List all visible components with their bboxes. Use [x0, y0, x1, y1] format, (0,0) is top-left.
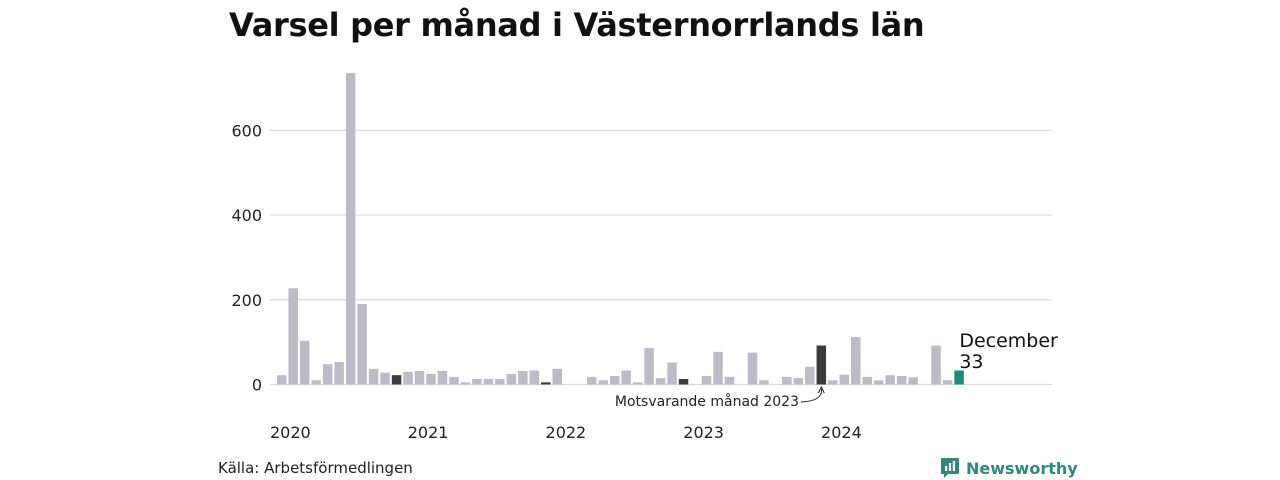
- bar: [403, 371, 413, 385]
- current-month-label: December: [959, 330, 1058, 352]
- bar: [598, 380, 608, 385]
- x-tick-label: 2020: [270, 423, 311, 442]
- bar: [311, 380, 321, 385]
- bar: [942, 380, 953, 385]
- bar: [322, 364, 333, 385]
- bar: [632, 382, 643, 385]
- bar: [334, 362, 344, 385]
- bar: [724, 376, 735, 385]
- bars: [277, 73, 964, 385]
- bar: [873, 380, 884, 385]
- brand: Newsworthy: [940, 457, 1078, 479]
- bar: [437, 370, 448, 385]
- bar: [414, 370, 425, 385]
- y-tick-label: 400: [231, 206, 262, 225]
- bar: [426, 373, 436, 385]
- bar: [483, 378, 494, 385]
- bar: [299, 340, 310, 385]
- bar-same-month: [391, 375, 402, 385]
- bar: [667, 362, 677, 385]
- x-tick-label: 2021: [408, 423, 449, 442]
- bar: [931, 345, 941, 385]
- bar: [357, 304, 367, 385]
- bar: [805, 366, 815, 385]
- y-tick-label: 600: [231, 121, 262, 140]
- bar: [621, 370, 631, 385]
- y-tick-label: 200: [231, 291, 262, 310]
- bar: [701, 376, 712, 385]
- bar: [839, 374, 850, 385]
- bar: [644, 348, 654, 385]
- bar: [828, 380, 838, 385]
- bar-same-month: [816, 345, 827, 385]
- bar: [449, 376, 459, 385]
- x-tick-label: 2024: [821, 423, 862, 442]
- x-axis-ticks: 2020 2021 2022 2023 2024: [270, 423, 862, 442]
- bar: [896, 376, 907, 385]
- bar: [908, 377, 918, 385]
- bar: [609, 376, 620, 385]
- bar: [495, 378, 505, 385]
- x-tick-label: 2023: [683, 423, 724, 442]
- annotation-arrowhead: [817, 385, 825, 394]
- y-axis-ticks: 0 200 400 600: [231, 121, 262, 394]
- current-month-value: 33: [959, 351, 983, 373]
- source-note: Källa: Arbetsförmedlingen: [218, 459, 413, 477]
- bar: [506, 373, 517, 385]
- y-tick-label: 0: [252, 376, 262, 395]
- bar: [851, 337, 861, 385]
- annotation-arrow: [800, 388, 822, 403]
- bar: [862, 376, 872, 385]
- bar: [713, 351, 723, 385]
- bar: [782, 376, 792, 385]
- bar: [759, 380, 769, 385]
- bar-current-month: [954, 370, 964, 385]
- bar: [345, 73, 356, 385]
- bar: [885, 375, 895, 385]
- bar-same-month: [678, 378, 689, 385]
- same-month-annotation: Motsvarande månad 2023: [615, 393, 799, 410]
- bar: [586, 376, 597, 385]
- bar: [288, 288, 298, 385]
- chart-title: Varsel per månad i Västernorrlands län: [229, 6, 925, 44]
- bar: [460, 382, 471, 385]
- bar: [655, 378, 666, 385]
- bar: [529, 370, 540, 385]
- bar-same-month: [541, 382, 551, 385]
- bar: [380, 372, 390, 385]
- x-tick-label: 2022: [546, 423, 587, 442]
- newsworthy-logo-icon: [941, 458, 959, 478]
- bar: [552, 368, 563, 385]
- bar: [793, 378, 804, 385]
- bar: [472, 378, 482, 385]
- bar: [747, 352, 758, 385]
- bar: [518, 370, 528, 385]
- bar: [277, 375, 287, 385]
- bar: [368, 368, 379, 385]
- brand-name: Newsworthy: [966, 458, 1078, 478]
